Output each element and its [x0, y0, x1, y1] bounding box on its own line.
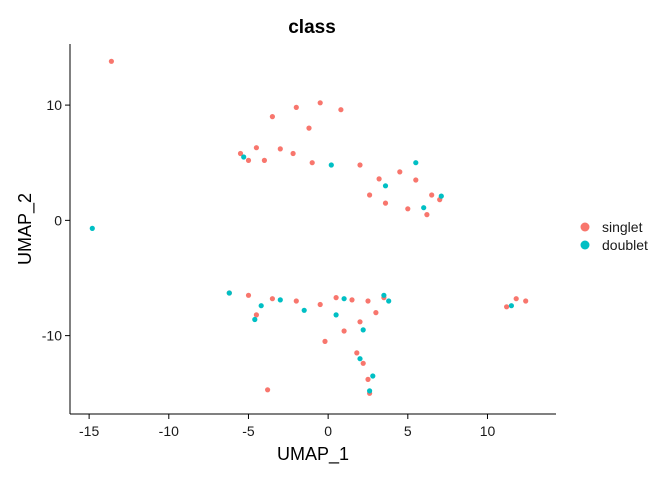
point-doublet [341, 296, 347, 302]
x-tick-label: -15 [79, 423, 99, 439]
point-singlet [265, 387, 271, 393]
point-singlet [293, 298, 299, 304]
y-axis-title: UMAP_2 [15, 193, 36, 265]
point-singlet [357, 162, 363, 168]
series-singlet [108, 58, 529, 396]
point-singlet [367, 192, 373, 198]
point-singlet [513, 296, 519, 302]
point-doublet [367, 388, 373, 394]
legend-key-singlet [580, 222, 590, 232]
point-singlet [309, 160, 315, 166]
point-doublet [360, 327, 366, 333]
point-singlet [277, 146, 283, 152]
series-doublet [89, 154, 514, 394]
x-tick-label: 5 [404, 423, 412, 439]
point-singlet [376, 176, 382, 182]
point-doublet [508, 303, 514, 309]
legend-key-doublet [580, 240, 590, 250]
point-singlet [357, 319, 363, 325]
point-singlet [413, 177, 419, 183]
legend: singlet doublet [580, 219, 648, 253]
point-doublet [89, 225, 95, 231]
point-singlet [333, 295, 339, 301]
point-singlet [382, 200, 389, 206]
point-doublet [258, 303, 264, 309]
point-singlet [108, 58, 114, 64]
y-tick-label: 0 [54, 212, 62, 228]
point-doublet [252, 316, 258, 323]
y-tick-label: -10 [42, 328, 62, 344]
point-singlet [253, 145, 259, 151]
point-singlet [373, 310, 379, 316]
point-doublet [421, 205, 427, 211]
point-singlet [365, 376, 371, 382]
point-singlet [245, 292, 252, 298]
point-doublet [328, 162, 334, 168]
point-doublet [370, 373, 376, 379]
point-singlet [306, 125, 312, 131]
y-axis-ticks: -10 0 10 [42, 97, 70, 344]
point-singlet [360, 360, 366, 366]
point-singlet [322, 338, 328, 344]
point-singlet [317, 100, 323, 106]
point-singlet [523, 298, 529, 304]
point-doublet [438, 193, 444, 199]
point-singlet [261, 157, 267, 163]
point-singlet [253, 312, 259, 318]
point-doublet [301, 307, 307, 313]
x-axis-title: UMAP_1 [277, 444, 349, 465]
point-singlet [237, 150, 244, 157]
point-doublet [357, 356, 363, 362]
point-singlet [504, 304, 510, 310]
legend-label-doublet: doublet [602, 237, 648, 253]
point-doublet [333, 312, 339, 318]
point-doublet [241, 154, 247, 160]
point-doublet [226, 290, 232, 296]
point-singlet [317, 301, 323, 308]
point-singlet [245, 157, 252, 163]
point-singlet [405, 206, 411, 212]
x-axis-ticks: -15 -10 -5 0 5 10 [79, 414, 495, 439]
scatter-points [89, 58, 529, 396]
point-singlet [429, 192, 435, 198]
x-tick-label: 0 [324, 423, 332, 439]
chart-title: class [288, 17, 336, 38]
point-singlet [290, 150, 296, 157]
point-doublet [277, 297, 283, 303]
legend-label-singlet: singlet [602, 219, 643, 235]
x-tick-label: -5 [242, 423, 255, 439]
point-singlet [365, 298, 371, 304]
point-doublet [382, 183, 389, 189]
point-singlet [341, 328, 347, 334]
x-tick-label: 10 [480, 423, 496, 439]
point-singlet [269, 296, 275, 302]
point-singlet [293, 104, 299, 110]
point-singlet [338, 107, 344, 113]
point-doublet [381, 292, 387, 298]
point-singlet [397, 169, 403, 175]
y-tick-label: 10 [46, 97, 62, 113]
point-singlet [424, 212, 430, 218]
point-doublet [413, 160, 419, 166]
point-singlet [349, 297, 355, 303]
point-doublet [386, 298, 392, 304]
point-singlet [354, 350, 360, 356]
point-singlet [269, 114, 275, 120]
x-tick-label: -10 [159, 423, 179, 439]
